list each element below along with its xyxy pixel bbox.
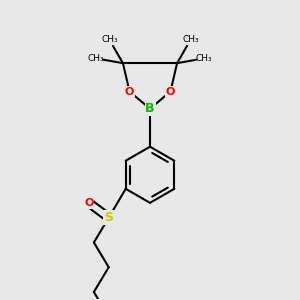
- Text: CH₃: CH₃: [182, 35, 199, 44]
- Text: B: B: [145, 102, 155, 115]
- Text: CH₃: CH₃: [88, 54, 105, 63]
- Text: CH₃: CH₃: [195, 54, 212, 63]
- Text: O: O: [125, 86, 134, 97]
- Text: O: O: [166, 86, 175, 97]
- Text: O: O: [84, 198, 94, 208]
- Text: S: S: [104, 211, 113, 224]
- Text: CH₃: CH₃: [101, 35, 118, 44]
